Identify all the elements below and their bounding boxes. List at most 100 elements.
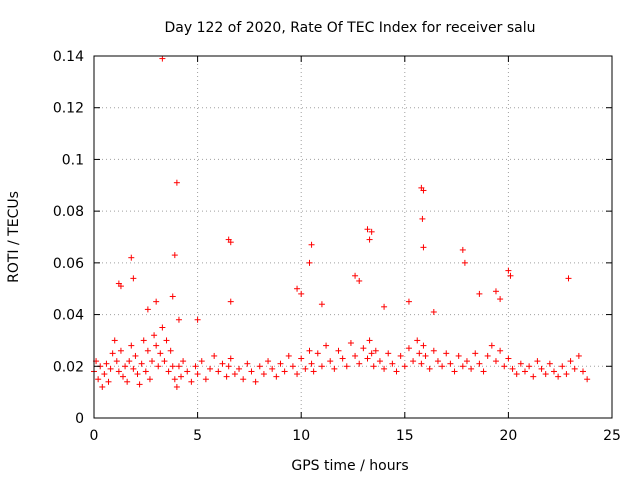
data-point	[128, 254, 135, 261]
data-point	[575, 352, 582, 359]
data-point	[198, 358, 205, 365]
data-point	[530, 373, 537, 380]
data-point	[144, 306, 151, 313]
data-point	[109, 350, 116, 357]
data-point	[418, 360, 425, 367]
data-point	[314, 350, 321, 357]
data-point	[298, 355, 305, 362]
data-point	[461, 259, 468, 266]
data-point	[159, 324, 166, 331]
y-tick-label: 0.04	[53, 308, 84, 324]
data-point	[163, 337, 170, 344]
data-point	[476, 360, 483, 367]
data-point	[151, 332, 158, 339]
data-point	[555, 373, 562, 380]
data-point	[468, 365, 475, 372]
data-point	[107, 365, 114, 372]
data-point	[103, 360, 110, 367]
y-tick-label: 0.12	[53, 101, 84, 117]
x-tick-label: 20	[499, 428, 517, 444]
data-point	[277, 360, 284, 367]
data-point	[128, 342, 135, 349]
data-point	[339, 355, 346, 362]
data-point	[175, 316, 182, 323]
data-point	[157, 350, 164, 357]
x-tick-label: 0	[90, 428, 99, 444]
data-point	[171, 376, 178, 383]
data-point	[269, 365, 276, 372]
data-point	[111, 337, 118, 344]
data-point	[285, 352, 292, 359]
data-point	[138, 360, 145, 367]
data-point	[420, 342, 427, 349]
data-point	[434, 358, 441, 365]
data-point	[513, 371, 520, 378]
data-point	[194, 316, 201, 323]
data-point	[211, 352, 218, 359]
data-point	[497, 296, 504, 303]
x-tick-label: 25	[603, 428, 621, 444]
data-point	[260, 371, 267, 378]
data-point	[364, 226, 371, 233]
data-point	[101, 371, 108, 378]
data-point	[492, 288, 499, 295]
data-point	[306, 347, 313, 354]
data-point	[134, 371, 141, 378]
data-point	[95, 376, 102, 383]
data-point	[546, 360, 553, 367]
data-point	[219, 360, 226, 367]
data-point	[484, 352, 491, 359]
data-point	[248, 368, 255, 375]
data-point	[202, 376, 209, 383]
data-point	[308, 241, 315, 248]
data-point	[393, 368, 400, 375]
y-tick-label: 0.06	[53, 256, 84, 272]
data-point	[227, 298, 234, 305]
data-point	[526, 363, 533, 370]
data-point	[236, 365, 243, 372]
data-point	[356, 277, 363, 284]
data-point	[117, 283, 124, 290]
data-point	[368, 350, 375, 357]
data-point	[227, 239, 234, 246]
data-point	[240, 376, 247, 383]
data-point	[115, 368, 122, 375]
y-tick-label: 0.1	[62, 152, 84, 168]
data-point	[194, 371, 201, 378]
y-tick-label: 0	[75, 411, 84, 427]
data-point	[171, 252, 178, 259]
data-point	[161, 358, 168, 365]
data-point	[366, 236, 373, 243]
data-point	[310, 368, 317, 375]
data-point	[559, 363, 566, 370]
data-point	[244, 360, 251, 367]
data-point	[335, 347, 342, 354]
x-tick-label: 5	[193, 428, 202, 444]
data-point	[117, 347, 124, 354]
data-point	[426, 365, 433, 372]
data-point	[132, 352, 139, 359]
data-point	[318, 301, 325, 308]
data-point	[416, 350, 423, 357]
data-point	[366, 337, 373, 344]
data-point	[318, 363, 325, 370]
data-point	[294, 285, 301, 292]
data-point	[352, 272, 359, 279]
data-point	[360, 345, 367, 352]
data-point	[140, 337, 147, 344]
data-point	[405, 345, 412, 352]
data-point	[567, 358, 574, 365]
data-point	[169, 293, 176, 300]
x-tick-label: 15	[396, 428, 414, 444]
data-point	[534, 358, 541, 365]
data-point	[430, 347, 437, 354]
data-point	[517, 360, 524, 367]
data-point	[256, 363, 263, 370]
data-point	[443, 350, 450, 357]
data-point	[538, 365, 545, 372]
plot-frame	[93, 55, 613, 419]
y-tick-label: 0.14	[53, 49, 84, 65]
data-point	[124, 378, 131, 385]
data-point	[281, 368, 288, 375]
